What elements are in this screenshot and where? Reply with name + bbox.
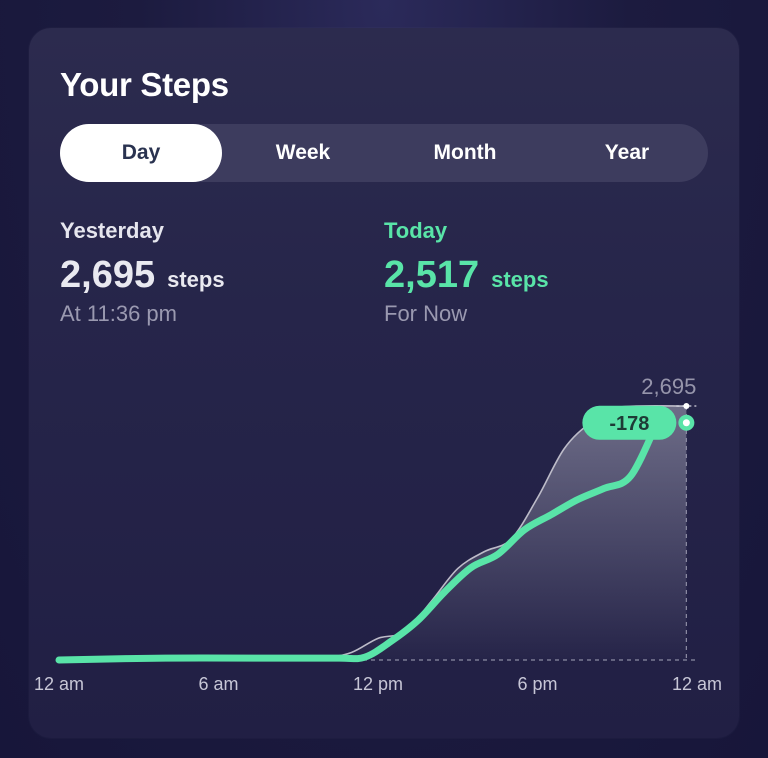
today-steps-unit: steps (491, 267, 549, 292)
yesterday-label: Yesterday (60, 218, 164, 243)
yesterday-time: At 11:36 pm (60, 301, 177, 326)
x-tick-label: 12 am (672, 674, 722, 694)
today-label: Today (384, 218, 448, 243)
tab-week[interactable]: Week (275, 141, 331, 164)
today-stat: Today 2,517 steps For Now (384, 218, 549, 327)
yesterday-area (59, 405, 687, 660)
x-tick-label: 12 pm (353, 674, 403, 694)
steps-chart: 2,695 -178 12 am 6 am 12 pm 6 pm 12 am (34, 374, 722, 694)
difference-badge-text: -178 (609, 413, 649, 435)
page-title: Your Steps (60, 66, 229, 103)
previous-total-point (683, 403, 690, 409)
yesterday-steps-unit: steps (167, 267, 225, 292)
steps-card: Your Steps Day Week Month Year Yesterday… (29, 28, 739, 738)
yesterday-value-row: 2,695 steps (60, 254, 225, 297)
x-tick-label: 6 am (198, 674, 238, 694)
tab-day[interactable]: Day (60, 124, 222, 182)
difference-badge (582, 405, 677, 440)
previous-total-label: 2,695 (641, 374, 696, 399)
yesterday-steps-value: 2,695 (60, 254, 156, 296)
x-tick-label: 12 am (34, 674, 84, 694)
tab-year[interactable]: Year (604, 141, 650, 164)
yesterday-stat: Yesterday 2,695 steps At 11:36 pm (60, 218, 225, 327)
period-tabs: Day Week Month Year (60, 124, 708, 182)
tab-month[interactable]: Month (433, 141, 497, 164)
x-tick-label: 6 pm (517, 674, 557, 694)
today-end-dot-center (682, 419, 690, 427)
today-steps-value: 2,517 (384, 254, 480, 296)
today-value-row: 2,517 steps (384, 254, 549, 297)
today-status: For Now (384, 301, 468, 326)
today-line (55, 419, 661, 664)
